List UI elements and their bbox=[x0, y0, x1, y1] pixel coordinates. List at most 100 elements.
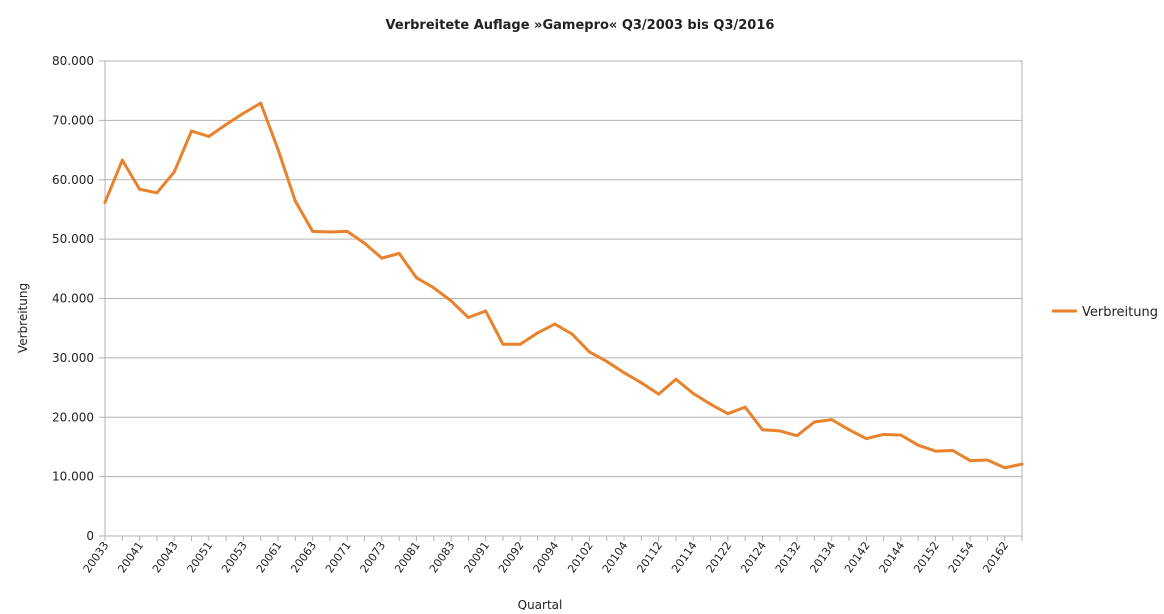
y-tick-label: 80.000 bbox=[52, 54, 94, 68]
data-point bbox=[864, 437, 868, 441]
data-point bbox=[916, 443, 920, 447]
data-point bbox=[207, 134, 211, 138]
x-tick-label: 20063 bbox=[288, 539, 319, 575]
y-tick-label: 0 bbox=[86, 529, 94, 543]
x-axis-label: Quartal bbox=[518, 598, 563, 610]
x-tick-label: 20092 bbox=[496, 539, 527, 575]
data-point bbox=[778, 429, 782, 433]
data-point bbox=[570, 332, 574, 336]
x-tick-label: 20144 bbox=[877, 539, 908, 575]
x-tick-label: 20043 bbox=[150, 539, 181, 575]
y-tick-label: 10.000 bbox=[52, 470, 94, 484]
data-point bbox=[501, 342, 505, 346]
data-point bbox=[899, 433, 903, 437]
x-tick-label: 20104 bbox=[600, 539, 631, 575]
data-point bbox=[276, 147, 280, 151]
series-layer bbox=[103, 101, 1024, 470]
x-tick-label: 20122 bbox=[704, 539, 735, 575]
x-tick-label: 20071 bbox=[323, 539, 354, 575]
data-point bbox=[259, 101, 263, 105]
data-point bbox=[951, 449, 955, 452]
data-point bbox=[709, 402, 713, 406]
data-point bbox=[795, 434, 799, 438]
data-point bbox=[432, 286, 436, 290]
x-tick-label: 20124 bbox=[738, 539, 769, 575]
data-point bbox=[587, 350, 591, 354]
x-tick-label: 20132 bbox=[773, 539, 804, 575]
data-point bbox=[553, 322, 557, 326]
data-point bbox=[726, 412, 730, 416]
y-tick-label: 30.000 bbox=[52, 351, 94, 365]
data-point bbox=[224, 123, 228, 127]
x-tick-label: 20134 bbox=[807, 539, 838, 575]
x-tick-label: 20061 bbox=[254, 539, 285, 575]
x-tick-label: 20112 bbox=[634, 539, 665, 575]
data-point bbox=[1020, 462, 1024, 466]
x-tick-label: 20094 bbox=[531, 539, 562, 575]
legend-label: Verbreitung bbox=[1082, 305, 1158, 320]
data-point bbox=[397, 251, 401, 255]
y-tick-label: 40.000 bbox=[52, 292, 94, 306]
x-tick-label: 20073 bbox=[358, 539, 389, 575]
x-tick-label: 20162 bbox=[980, 539, 1011, 575]
data-point bbox=[985, 458, 989, 462]
data-point bbox=[691, 392, 695, 395]
chart-title: Verbreitete Auflage »Gamepro« Q3/2003 bi… bbox=[386, 18, 775, 33]
x-tick-label: 20142 bbox=[842, 539, 873, 575]
data-point bbox=[622, 371, 626, 375]
data-point bbox=[536, 331, 540, 335]
data-point bbox=[172, 170, 176, 174]
data-point bbox=[674, 377, 678, 381]
x-tick-label: 20053 bbox=[219, 539, 250, 575]
x-axis-ticks: 20033 20041 20043 20051 20053 20061 20063 20071… bbox=[81, 536, 1023, 575]
data-point bbox=[103, 200, 107, 204]
data-point bbox=[311, 229, 315, 233]
data-point bbox=[190, 129, 194, 133]
gridlines bbox=[105, 60, 1022, 537]
data-point bbox=[241, 111, 245, 115]
data-point bbox=[847, 428, 851, 432]
data-point bbox=[328, 230, 332, 234]
data-point bbox=[830, 418, 834, 422]
x-tick-label: 20041 bbox=[115, 539, 146, 575]
data-point bbox=[293, 199, 297, 203]
data-point bbox=[639, 381, 643, 385]
data-point bbox=[968, 459, 972, 463]
x-tick-label: 20083 bbox=[427, 539, 458, 575]
y-axis-label: Verbreitung bbox=[16, 283, 30, 353]
x-tick-label: 20114 bbox=[669, 539, 700, 575]
x-tick-label: 20091 bbox=[461, 539, 492, 575]
data-point bbox=[380, 256, 384, 260]
data-point bbox=[466, 316, 470, 319]
y-tick-label: 70.000 bbox=[52, 113, 94, 127]
data-point bbox=[155, 191, 159, 195]
data-point bbox=[414, 276, 418, 280]
x-tick-label: 20051 bbox=[185, 539, 216, 575]
data-point bbox=[657, 392, 661, 396]
data-point bbox=[933, 449, 937, 453]
data-point bbox=[120, 158, 124, 162]
data-point bbox=[812, 420, 816, 424]
y-axis-ticks: 0 10.000 20.000 30.000 40.000 50.000 60.000 70.… bbox=[52, 54, 105, 543]
x-tick-label: 20154 bbox=[946, 539, 977, 575]
data-point bbox=[605, 359, 609, 363]
data-point bbox=[882, 432, 886, 436]
x-tick-label: 20033 bbox=[81, 539, 112, 575]
x-tick-label: 20102 bbox=[565, 539, 596, 575]
data-point bbox=[363, 241, 367, 245]
data-point bbox=[345, 229, 349, 233]
x-tick-label: 20152 bbox=[911, 539, 942, 575]
data-point bbox=[760, 428, 764, 432]
data-point bbox=[484, 309, 488, 313]
data-point bbox=[518, 342, 522, 346]
data-point bbox=[449, 299, 453, 303]
y-tick-label: 60.000 bbox=[52, 173, 94, 187]
data-point bbox=[1003, 466, 1007, 470]
y-tick-label: 50.000 bbox=[52, 232, 94, 246]
series-line-verbreitung bbox=[103, 101, 1024, 470]
y-tick-label: 20.000 bbox=[52, 410, 94, 424]
data-point bbox=[743, 405, 747, 409]
data-point bbox=[138, 187, 142, 191]
